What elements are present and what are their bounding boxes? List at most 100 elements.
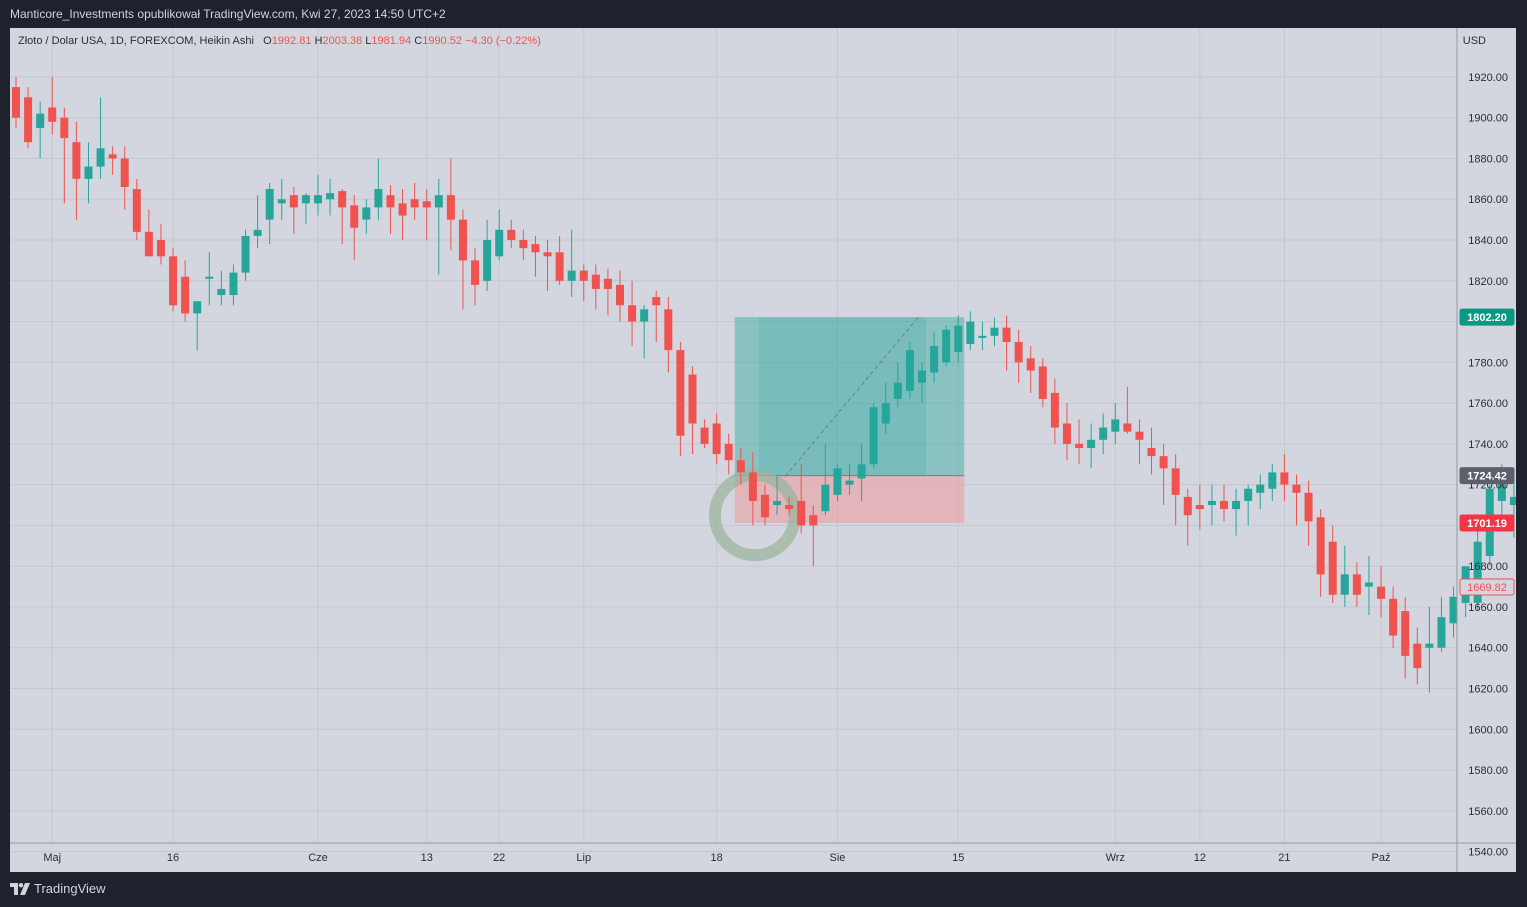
candle-body (833, 468, 842, 495)
candle-body (712, 423, 721, 455)
candle-body (229, 272, 238, 296)
currency-label[interactable]: USD (1462, 35, 1486, 47)
candle-body (748, 472, 757, 501)
y-tick-label: 1860.00 (1468, 194, 1508, 206)
candle-body (374, 189, 383, 208)
candle-body (1038, 366, 1047, 400)
candle-body (181, 276, 190, 314)
legend-high-label: H (314, 35, 323, 47)
candle-body (1352, 574, 1361, 595)
candle-body (905, 350, 914, 391)
chart-panel[interactable]: 1920.00 1900.00 1880.00 1860.00 1840.00 1820.… (10, 28, 1516, 872)
candle-body (434, 195, 443, 208)
tradingview-logo-icon (10, 882, 30, 895)
x-tick-label: 12 (1194, 852, 1206, 864)
candle-body (24, 97, 33, 143)
candle-body (507, 229, 516, 241)
candle-body (966, 321, 975, 344)
candle-body (1316, 517, 1325, 575)
candle-body (579, 270, 588, 281)
y-tick-label: 1760.00 (1468, 398, 1508, 410)
candle-body (241, 235, 250, 273)
candle-body (724, 443, 733, 461)
candle-body (664, 309, 673, 351)
candle-body (676, 350, 685, 436)
x-tick-label: Paź (1372, 852, 1391, 864)
x-tick-label: 15 (952, 852, 964, 864)
stop-price-tag: 1701.19 (1467, 518, 1507, 530)
candle-body (591, 274, 600, 289)
candle-body (1364, 582, 1373, 587)
legend-open: 1992.81 (271, 35, 312, 47)
candle-body (954, 325, 963, 353)
candle-body (1292, 484, 1301, 493)
y-tick-label: 1680.00 (1468, 561, 1508, 573)
candle-body (277, 199, 286, 204)
candle-body (60, 117, 69, 139)
candle-body (845, 480, 854, 485)
candle-body (531, 244, 540, 253)
candle-body (1195, 505, 1204, 510)
candle-body (1099, 427, 1108, 440)
candle-body (120, 158, 129, 188)
candle-body (483, 240, 492, 281)
candle-body (446, 195, 455, 220)
candle-body (1413, 643, 1422, 669)
candle-body (169, 256, 178, 306)
candle-body (700, 427, 709, 444)
legend-close-label: C (414, 35, 423, 47)
x-tick-label: Sie (829, 852, 845, 864)
candle-body (1449, 596, 1458, 624)
candle-body (1087, 439, 1096, 448)
brand[interactable]: TradingView (10, 881, 106, 896)
candle-body (1123, 423, 1132, 432)
x-tick-label: Cze (308, 852, 328, 864)
candle-body (410, 199, 419, 208)
candle-body (881, 403, 890, 424)
y-tick-label: 1540.00 (1468, 847, 1508, 859)
candle-body (1232, 500, 1241, 510)
brand-name: TradingView (34, 881, 106, 896)
candle-body (326, 193, 335, 200)
candle-body (12, 87, 20, 118)
candle-body (797, 500, 806, 526)
x-tick-label: 16 (167, 852, 179, 864)
candle-body (1075, 443, 1084, 448)
candle-body (978, 335, 987, 338)
candle-body (1207, 500, 1216, 506)
candle-body (1328, 541, 1337, 595)
candle-body (555, 252, 564, 281)
candle-body (930, 346, 939, 373)
legend-low-label: L (365, 35, 372, 47)
candle-body (96, 148, 105, 167)
candle-body (990, 327, 999, 336)
candle-body (1244, 488, 1253, 501)
symbol-legend: Złoto / Dolar USA, 1D, FOREXCOM, Heikin … (18, 35, 541, 47)
candle-body (1220, 500, 1228, 510)
candle-body (1401, 611, 1410, 656)
candle-body (1050, 392, 1059, 428)
candle-body (205, 276, 214, 279)
candle-body (543, 252, 552, 257)
candle-body (809, 515, 818, 526)
chart-canvas[interactable]: 1920.00 1900.00 1880.00 1860.00 1840.00 1820.… (10, 28, 1516, 872)
y-tick-label: 1840.00 (1468, 235, 1508, 247)
candle-body (1171, 468, 1180, 495)
candle-body (1014, 341, 1023, 363)
candle-body (301, 195, 310, 204)
legend-close: 1990.52 (422, 35, 462, 47)
x-tick-label: 13 (421, 852, 433, 864)
candle-body (1437, 617, 1446, 648)
candle-body (386, 195, 395, 208)
candle-body (640, 309, 649, 322)
candle-body (688, 374, 697, 424)
y-tick-label: 1620.00 (1468, 684, 1508, 696)
candle-body (1135, 431, 1144, 440)
candle-body (1062, 423, 1071, 444)
candle-body (1026, 358, 1035, 371)
publisher-text: Manticore_Investments opublikował Tradin… (10, 7, 446, 21)
publisher-bar: Manticore_Investments opublikował Tradin… (0, 0, 1527, 28)
y-tick-label: 1920.00 (1468, 72, 1508, 84)
candle-body (1473, 541, 1482, 603)
candle-body (156, 240, 165, 257)
